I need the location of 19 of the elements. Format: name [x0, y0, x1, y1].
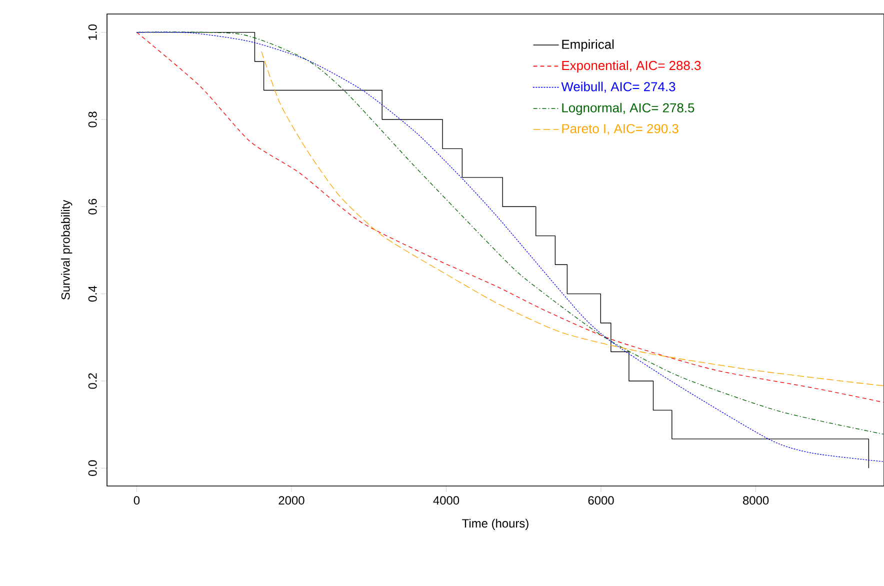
- legend-label: Empirical: [562, 39, 614, 52]
- y-tick-label: 0.6: [88, 198, 97, 214]
- y-tick-label: 0.4: [88, 286, 97, 302]
- x-tick-label: 0: [134, 496, 140, 505]
- legend-label: Weibull, AIC= 274.3: [561, 82, 676, 93]
- legend-label: Exponential, AIC= 288.3: [562, 60, 701, 73]
- x-tick-label: 2000: [278, 496, 304, 505]
- x-tick-label: 6000: [588, 496, 614, 505]
- x-axis-title: Time (hours): [462, 518, 528, 530]
- x-tick-label: 8000: [743, 496, 769, 505]
- y-tick-label: 0.0: [88, 460, 97, 476]
- legend-label: Pareto I, AIC= 290.3: [562, 124, 678, 135]
- y-axis-title: Survival probability: [61, 200, 72, 300]
- y-tick-label: 0.8: [88, 112, 97, 128]
- line-series: [261, 51, 884, 386]
- y-tick-label: 0.2: [88, 373, 97, 389]
- x-tick-label: 4000: [433, 496, 460, 505]
- legend-label: Lognormal, AIC= 278.5: [562, 102, 694, 115]
- y-tick-label: 1.0: [88, 24, 97, 40]
